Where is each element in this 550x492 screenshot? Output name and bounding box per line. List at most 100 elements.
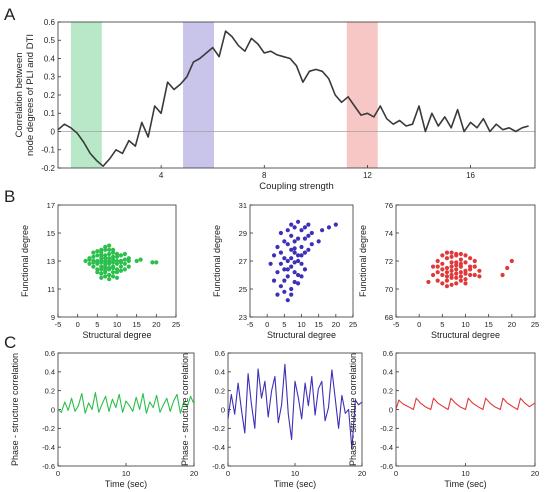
scatter-point — [435, 258, 440, 264]
scatter-point — [107, 251, 112, 257]
x-tick-label: 4 — [159, 171, 164, 180]
x-tick-label: -5 — [247, 320, 254, 329]
scatter-point — [107, 267, 112, 272]
scatter-point — [275, 270, 280, 275]
scatter-point — [509, 258, 514, 264]
series-line-1 — [227, 363, 363, 450]
scatter-point — [268, 261, 273, 266]
x-tick-label: 16 — [466, 171, 475, 180]
y-tick-label: 72 — [385, 257, 393, 266]
y-tick-label: -0.1 — [41, 146, 55, 155]
scatter-point — [444, 250, 450, 255]
y-tick-label: -0.6 — [380, 462, 393, 471]
scatter-point — [292, 250, 297, 255]
x-tick-label: 0 — [76, 320, 80, 329]
y-tick-label: 0.3 — [44, 73, 56, 82]
y-tick-label: 27 — [239, 257, 247, 266]
scatter-point — [302, 236, 308, 241]
scatter-point — [444, 278, 450, 283]
scatter-point — [95, 270, 100, 275]
scatter-point — [114, 270, 120, 275]
y-tick-label: 17 — [47, 201, 55, 210]
x-tick-label: 0 — [56, 469, 60, 478]
scatter-point — [118, 268, 124, 273]
scatter-point — [87, 261, 92, 266]
scatter-point — [285, 228, 290, 233]
axes-frame — [227, 352, 363, 467]
x-tick-label: 0 — [226, 469, 230, 478]
chart-c2: 0 10 20 -0.6 -0.4 -0.2 0 0.2 0.4 0.6 Time (sec) Pha… — [180, 349, 366, 489]
scatter-point — [95, 253, 100, 258]
scatter-point — [110, 254, 116, 259]
y-tick-label: -0.2 — [380, 424, 393, 433]
scatter-point — [500, 272, 505, 278]
scatter-point — [91, 264, 96, 269]
scatter-point — [150, 260, 155, 265]
scatter-point — [83, 258, 88, 264]
scatter-point — [114, 254, 120, 259]
scatter-point — [282, 239, 287, 244]
scatter-point — [454, 271, 459, 276]
scatter-point — [110, 270, 116, 275]
scatter-point — [103, 256, 108, 261]
scatter-point — [468, 272, 473, 278]
y-tick-label: 0 — [51, 127, 56, 136]
scatter-point — [122, 261, 127, 266]
scatter-point — [99, 275, 104, 280]
y-axis-label: Functional degree — [358, 225, 368, 297]
scatter-point — [444, 265, 450, 271]
scatter-point — [99, 250, 104, 255]
y-tick-label: -0.2 — [42, 424, 55, 433]
chart-b2: -5 0 5 10 15 20 25 23 25 27 29 31 Structural degree — [239, 201, 358, 340]
x-axis-label: Structural degree — [267, 330, 336, 340]
x-tick-label: 0 — [265, 320, 269, 329]
scatter-point — [449, 260, 454, 265]
y-tick-label: 0.5 — [44, 36, 56, 45]
y-tick-label: 0 — [389, 405, 393, 414]
shaded-band-3 — [346, 22, 378, 168]
scatter-point — [285, 267, 290, 272]
scatter-point — [110, 265, 116, 271]
scatter-point — [295, 272, 301, 278]
scatter-point — [103, 268, 108, 273]
scatter-point — [282, 267, 287, 272]
scatter-point — [454, 281, 459, 286]
scatter-point — [454, 267, 459, 272]
scatter-point — [122, 267, 127, 272]
y-tick-label: 0.1 — [44, 109, 56, 118]
scatter-point — [99, 271, 104, 276]
scatter-point — [458, 278, 463, 283]
x-tick-label: 20 — [508, 320, 516, 329]
scatter-point — [285, 258, 290, 264]
scatter-point — [326, 225, 332, 230]
y-tick-label: 0.6 — [45, 349, 55, 358]
scatter-point — [444, 256, 450, 261]
chart-b1: -5 0 5 10 15 20 25 9 11 13 15 17 Structural degree Fu… — [20, 201, 180, 340]
scatter-point — [505, 265, 510, 271]
scatter-point — [110, 247, 116, 252]
panel-letter-b: B — [4, 187, 15, 206]
scatter-point — [440, 272, 445, 278]
x-tick-label: 25 — [349, 320, 357, 329]
y-tick-label: 0.2 — [383, 386, 393, 395]
x-tick-label: 25 — [172, 320, 180, 329]
scatter-point — [107, 243, 112, 248]
scatter-point — [289, 292, 294, 297]
scatter-point — [278, 284, 283, 289]
axes-frame — [57, 352, 195, 467]
scatter-point — [295, 236, 301, 241]
scatter-point — [110, 260, 116, 265]
x-tick-label: 10 — [461, 469, 469, 478]
scatter-point — [454, 275, 459, 280]
x-axis-label: Time (sec) — [274, 479, 316, 489]
scatter-point — [91, 250, 96, 255]
y-tick-label: 0.6 — [383, 349, 393, 358]
y-tick-label: -0.6 — [212, 462, 225, 471]
scatter-point — [289, 286, 294, 292]
x-tick-label: 10 — [297, 320, 305, 329]
scatter-point — [458, 270, 463, 275]
scatter-point — [154, 260, 159, 265]
y-tick-label: 0.6 — [215, 349, 225, 358]
scatter-point — [289, 247, 294, 252]
y-axis-label: Phase - structure correlation — [10, 353, 20, 466]
